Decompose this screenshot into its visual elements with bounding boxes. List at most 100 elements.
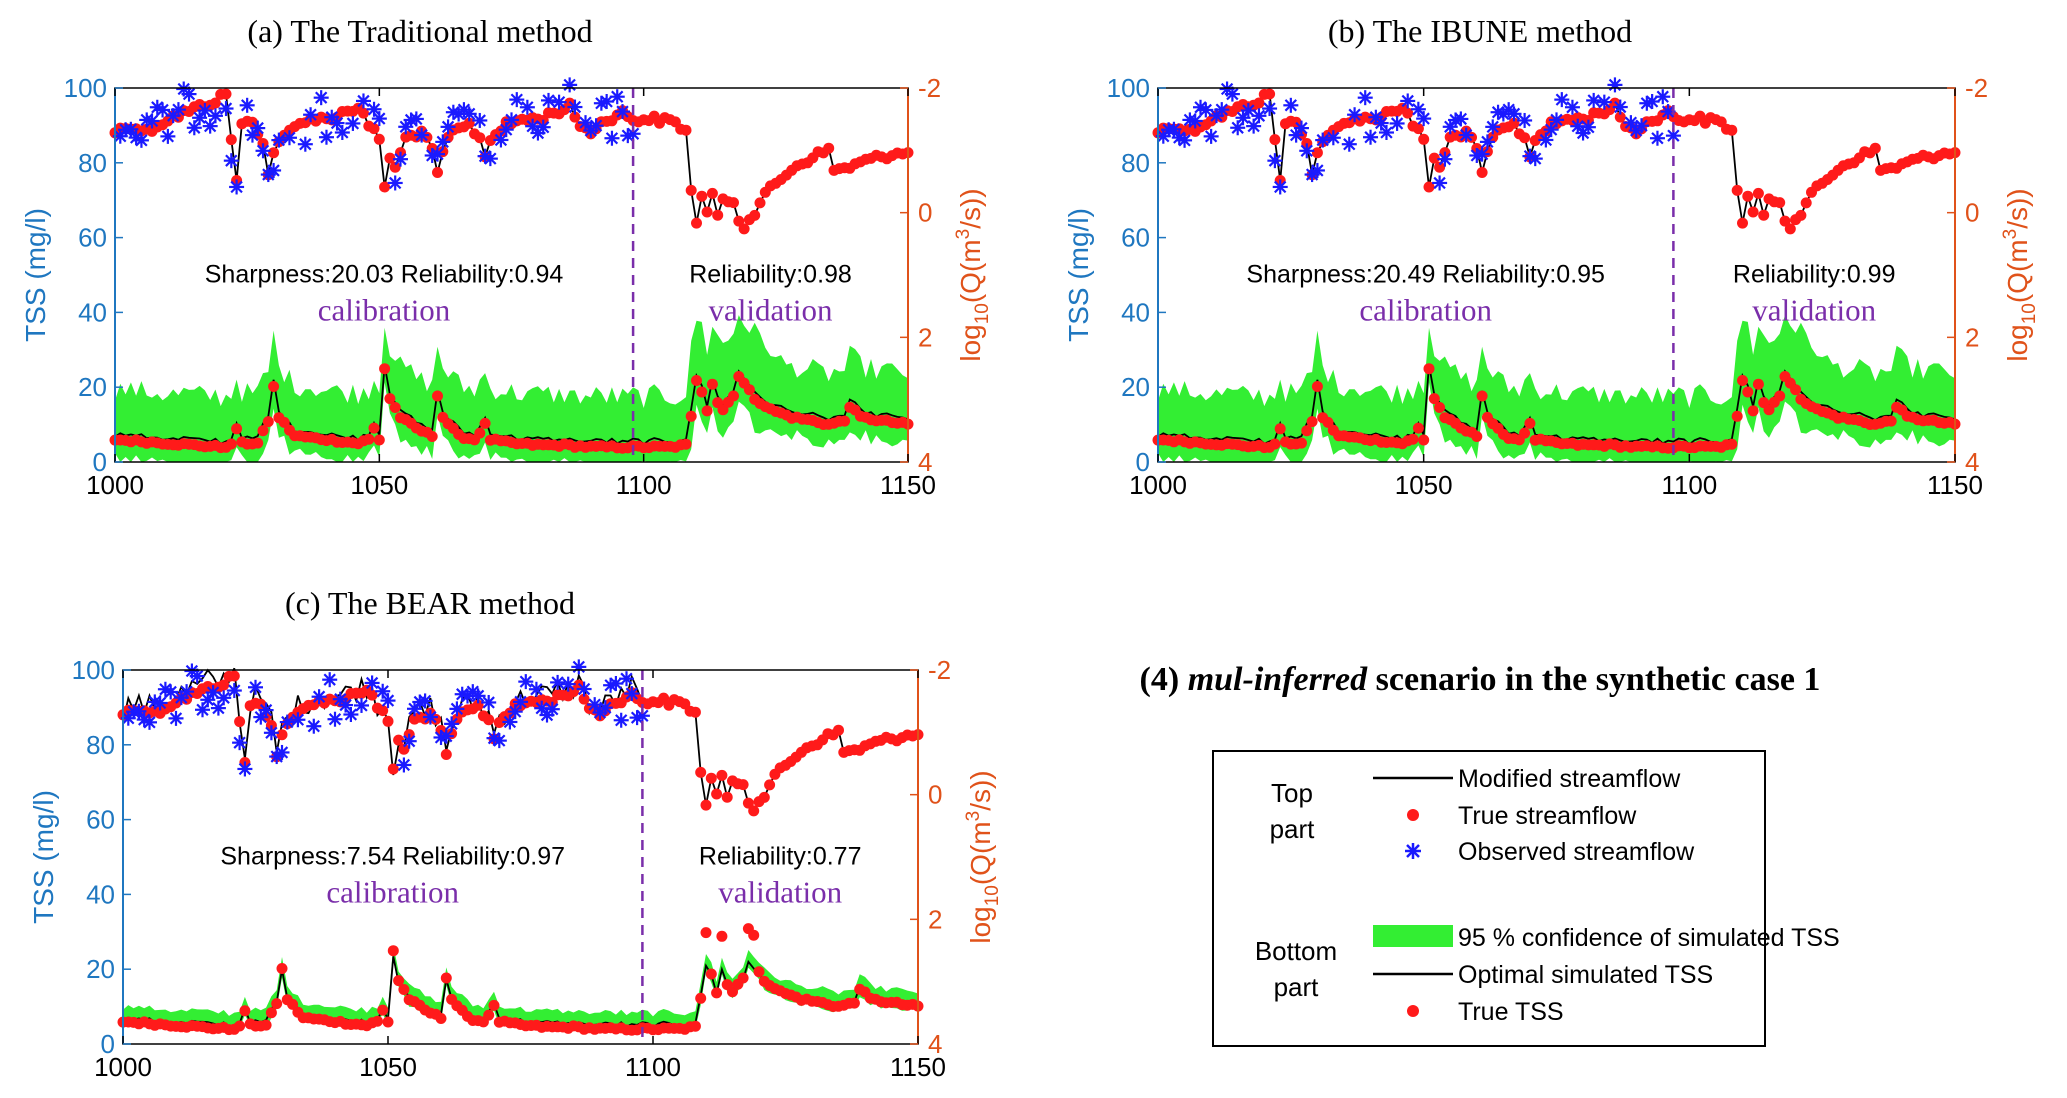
observed-streamflow-point — [482, 151, 498, 167]
true-streamflow-point — [368, 123, 380, 135]
observed-streamflow-point — [322, 672, 338, 688]
observed-streamflow-point — [1203, 128, 1219, 144]
true-tss-point — [691, 375, 702, 386]
calibration-stats: Sharpness:20.03 Reliability:0.94 — [205, 260, 564, 288]
x-tick-label: 1000 — [1129, 470, 1187, 500]
legend-bottom-part-label-1: Bottom — [1255, 936, 1337, 966]
y-right-tick-label: 0 — [928, 780, 942, 810]
true-tss-point — [225, 438, 237, 450]
x-tick-label: 1100 — [616, 470, 672, 500]
observed-streamflow-point — [258, 702, 274, 718]
true-streamflow-point — [1434, 161, 1446, 173]
observed-streamflow-point — [1224, 86, 1240, 102]
y-left-tick-label: 100 — [72, 655, 115, 685]
true-streamflow-point — [1752, 187, 1764, 199]
observed-streamflow-point — [229, 179, 245, 195]
true-tss-point — [753, 966, 765, 978]
true-streamflow-point — [749, 209, 761, 221]
x-tick-label: 1050 — [350, 470, 408, 500]
true-streamflow-point — [1731, 184, 1743, 196]
true-tss-point — [680, 438, 692, 450]
tss-confidence-band — [115, 315, 908, 462]
observed-streamflow-point — [599, 93, 615, 109]
true-streamflow-point — [1726, 124, 1738, 136]
observed-streamflow-point — [133, 132, 149, 148]
true-streamflow-point — [1869, 142, 1881, 154]
true-streamflow-point — [1742, 190, 1754, 202]
observed-streamflow-point — [168, 710, 184, 726]
true-streamflow-point — [1402, 107, 1414, 119]
y-left-tick-label: 80 — [86, 730, 115, 760]
legend-top-part-label-2: part — [1270, 814, 1316, 844]
observed-streamflow-point — [615, 104, 631, 120]
true-streamflow-point — [823, 142, 835, 154]
observed-streamflow-point — [1586, 92, 1602, 108]
observed-streamflow-point — [440, 119, 456, 135]
true-tss-point — [1737, 375, 1748, 386]
true-tss-point — [252, 437, 264, 449]
observed-streamflow-point — [327, 711, 343, 727]
true-tss-point — [488, 999, 500, 1011]
true-tss-point — [1524, 417, 1536, 429]
observed-streamflow-point — [571, 659, 587, 675]
observed-streamflow-point — [170, 102, 186, 118]
observed-streamflow-point — [255, 143, 271, 159]
observed-streamflow-point — [1251, 108, 1267, 124]
true-tss-point — [393, 975, 405, 987]
observed-streamflow-point — [1549, 112, 1564, 128]
y-left-axis-label: TSS (mg/l) — [28, 790, 59, 924]
observed-streamflow-point — [1634, 118, 1650, 134]
y-left-tick-label: 100 — [64, 73, 107, 103]
validation-phase-label: validation — [709, 292, 833, 327]
calibration-stats: Sharpness:7.54 Reliability:0.97 — [220, 842, 565, 870]
observed-streamflow-point — [354, 697, 369, 713]
observed-streamflow-point — [444, 716, 460, 732]
true-streamflow-point — [1519, 132, 1531, 144]
observed-streamflow-point — [239, 97, 255, 113]
y-left-axis-label: TSS (mg/l) — [20, 208, 51, 342]
true-tss-point — [689, 1020, 701, 1032]
legend-item-label: Modified streamflow — [1458, 765, 1681, 793]
true-streamflow-point — [1412, 123, 1424, 135]
true-tss-point — [1428, 393, 1440, 405]
x-tick-label: 1150 — [890, 1052, 946, 1082]
true-tss-point — [716, 930, 728, 942]
true-tss-point — [379, 363, 391, 375]
validation-stats: Reliability:0.98 — [689, 260, 852, 288]
true-tss-point — [278, 416, 290, 428]
observed-streamflow-point — [609, 89, 625, 105]
observed-streamflow-point — [1580, 119, 1596, 135]
observed-streamflow-point — [192, 110, 208, 126]
true-tss-point — [1434, 402, 1446, 413]
y-right-tick-label: 4 — [918, 447, 932, 477]
observed-streamflow-point — [297, 136, 313, 152]
x-tick-label: 1150 — [1927, 470, 1983, 500]
y-right-tick-label: -2 — [1965, 73, 1988, 103]
true-streamflow-point — [833, 724, 844, 736]
true-streamflow-point — [389, 161, 401, 173]
observed-streamflow-point — [1325, 130, 1341, 146]
observed-streamflow-point — [1607, 77, 1623, 93]
true-tss-point — [373, 434, 385, 446]
y-right-tick-label: 0 — [918, 198, 932, 228]
observed-streamflow-point — [1437, 151, 1453, 167]
green-band-icon — [1373, 925, 1453, 947]
true-streamflow-point — [472, 699, 484, 711]
true-tss-point — [1885, 415, 1897, 427]
calibration-stats: Sharpness:20.49 Reliability:0.95 — [1246, 260, 1605, 288]
true-tss-point — [426, 431, 438, 442]
observed-streamflow-point — [248, 679, 263, 695]
true-streamflow-point — [463, 117, 475, 129]
validation-phase-label: validation — [718, 874, 842, 909]
observed-streamflow-point — [1416, 111, 1432, 127]
y-left-tick-label: 60 — [78, 223, 107, 253]
true-streamflow-point — [696, 190, 708, 202]
true-tss-point — [265, 1007, 277, 1019]
calibration-phase-label: calibration — [1359, 292, 1492, 327]
observed-streamflow-point — [604, 130, 620, 146]
y-right-tick-label: 4 — [928, 1029, 942, 1059]
tss-confidence-band — [1158, 315, 1955, 462]
y-left-tick-label: 40 — [1121, 297, 1150, 327]
true-tss-point — [1519, 427, 1531, 439]
